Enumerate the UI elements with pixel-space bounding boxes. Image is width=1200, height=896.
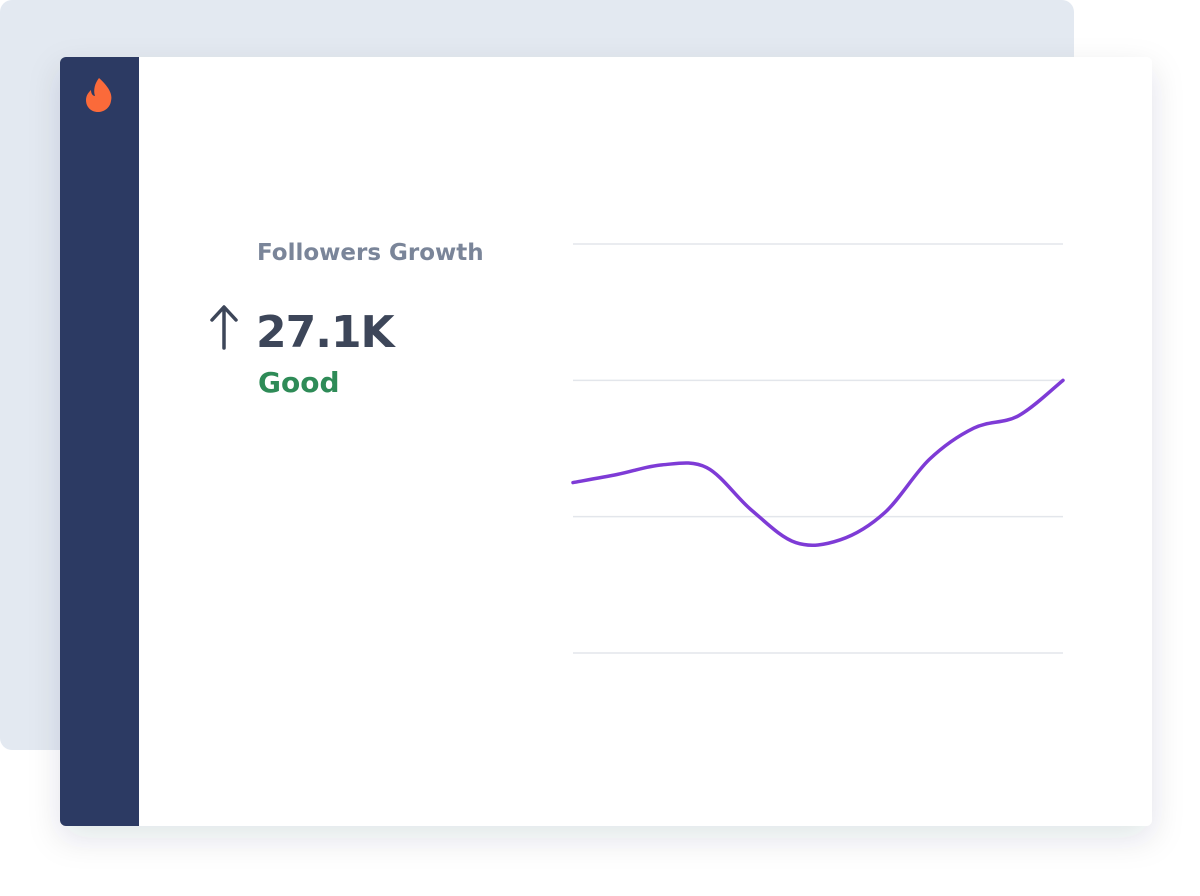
sidebar — [60, 57, 139, 826]
metric-value: 27.1K — [256, 307, 397, 358]
metric-status: Good — [258, 366, 340, 399]
line-series — [571, 378, 1065, 547]
flame-logo[interactable] — [86, 78, 112, 112]
widget-title: Followers Growth — [257, 240, 484, 266]
front-card — [60, 57, 1152, 826]
up-arrow-icon — [210, 305, 238, 350]
chart — [571, 243, 1065, 654]
